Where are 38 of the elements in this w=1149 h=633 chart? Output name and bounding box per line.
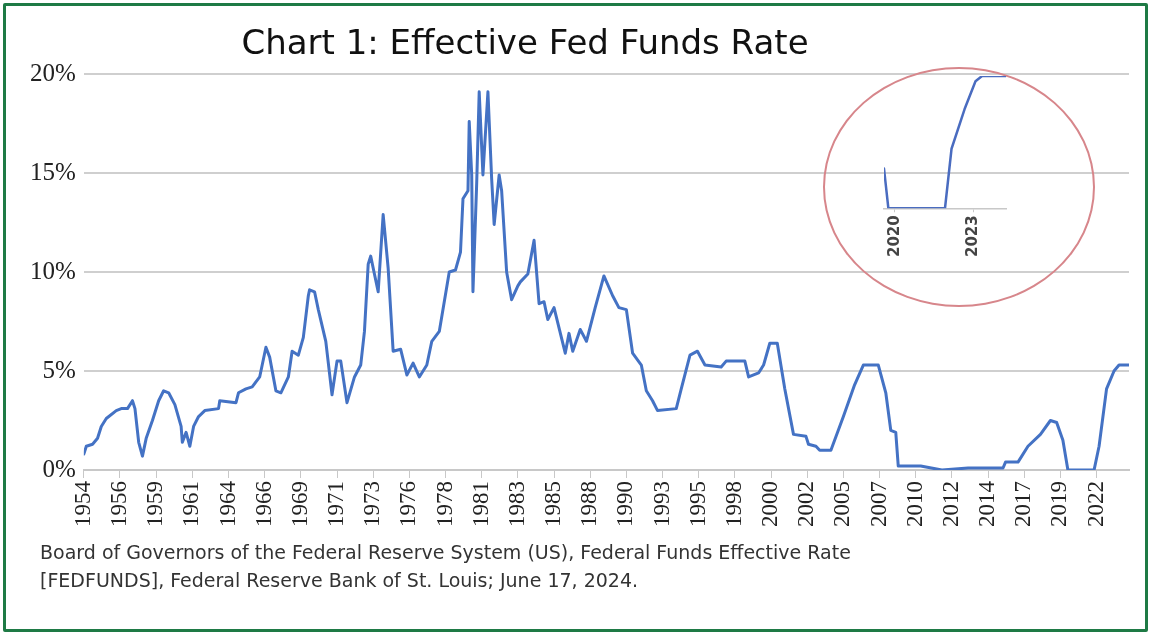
x-tick-label: 2002 [793,481,819,527]
x-tick-label: 1998 [720,481,746,527]
x-tick-label: 1988 [576,481,602,527]
x-tick-label: 2022 [1082,481,1108,527]
y-tick-label: 15% [30,157,76,185]
x-tick-label: 2014 [974,480,1000,527]
y-tick-label: 20% [30,58,76,86]
x-tick-label: 2012 [937,481,963,527]
x-tick-label: 1966 [250,481,276,527]
x-tick-label: 1961 [178,481,204,527]
x-tick-label: 1969 [286,481,312,527]
x-tick-label: 1978 [431,481,457,527]
chart-title: Chart 1: Effective Fed Funds Rate [241,22,809,62]
x-tick-label: 1995 [684,481,710,527]
x-tick-label: 1993 [648,481,674,527]
x-tick-label: 2020 [884,215,903,257]
x-tick-label: 1985 [540,481,566,527]
x-tick-label: 1983 [503,481,529,527]
text: Board of Governors of the Federal Reserve System (US), Federal Funds Effective Rate [FEDFUNDS], Federal Reserve Bank of St. Louis; June 17, 2024. [40,540,852,593]
y-tick-label: 10% [30,256,76,284]
x-tick-label: 2019 [1046,481,1072,527]
x-tick-label: 1973 [359,481,385,527]
y-tick-label: 0% [42,454,76,482]
x-tick-label: 1976 [395,481,421,527]
x-tick-label: 1954 [69,480,95,527]
x-tick-label: 2005 [829,481,855,527]
x-tick-label: 2010 [901,481,927,527]
x-tick-label: 2007 [865,481,891,527]
x-tick-label: 2000 [757,481,783,527]
y-tick-label: 5% [42,355,76,383]
x-tick-label: 2023 [963,215,982,257]
x-tick-label: 1959 [142,481,168,527]
x-tick-label: 1956 [106,481,132,527]
x-tick-label: 1981 [467,481,493,527]
x-tick-label: 1964 [214,480,240,527]
x-tick-label: 1990 [612,481,638,527]
x-tick-label: 1971 [323,481,349,527]
x-tick-label: 2017 [1010,481,1036,527]
